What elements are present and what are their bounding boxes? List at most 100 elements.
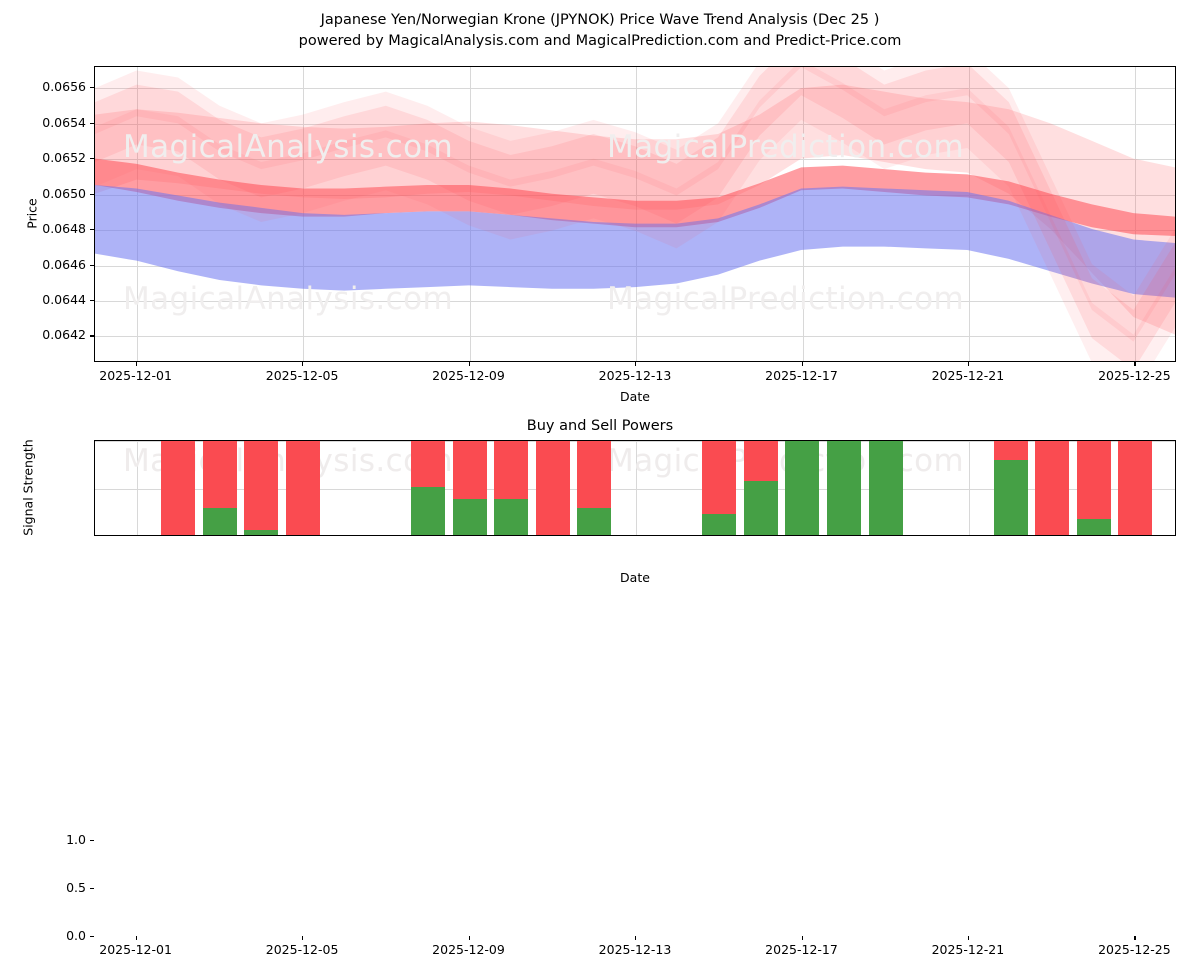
signal-bar[interactable] (827, 441, 862, 535)
sell-segment (1035, 441, 1070, 535)
signal-bar[interactable] (535, 441, 570, 535)
price-ytick-label: 0.0646 (42, 256, 86, 272)
gridline-h-5 (95, 159, 1175, 161)
price-ytick-label: 0.0644 (42, 292, 86, 307)
signal-bar[interactable] (1118, 441, 1153, 535)
signal-xtick-label: 2025-12-17 (765, 942, 838, 957)
buy-sell-plot-area: MagicalAnalysis.com MagicalPrediction.co… (94, 440, 1176, 536)
signal-bar[interactable] (494, 441, 529, 535)
buy-segment (868, 441, 903, 535)
signal-xtick-mark (302, 936, 304, 940)
signal-xtick-label: 2025-12-13 (598, 942, 672, 957)
bs-gridline-h-2 (95, 441, 1175, 442)
sell-segment (494, 441, 529, 499)
signal-bar[interactable] (1076, 441, 1111, 535)
sell-segment (1118, 441, 1153, 535)
signal-xtick-label: 2025-12-25 (1098, 942, 1171, 957)
sell-segment (702, 441, 737, 514)
price-wave-xlabel: Date (620, 389, 650, 404)
signal-ytick-mark (90, 888, 94, 890)
buy-segment (827, 441, 862, 535)
bs-gridline-v-5 (968, 441, 970, 535)
signal-bar[interactable] (410, 441, 445, 535)
price-xtick-mark (801, 362, 803, 366)
price-ytick-mark (90, 335, 94, 337)
signal-bar[interactable] (993, 441, 1028, 535)
price-xtick-mark (468, 362, 470, 366)
sell-segment (244, 441, 279, 531)
signal-ytick-mark (90, 936, 94, 938)
signal-xtick-label: 2025-12-09 (432, 942, 505, 957)
title-line-2: powered by MagicalAnalysis.com and Magic… (298, 33, 902, 49)
signal-bar[interactable] (452, 441, 487, 535)
signal-xtick-mark (967, 936, 970, 940)
buy-sell-powers-panel: Buy and Sell Powers MagicalAnalysis.com … (0, 400, 1200, 957)
price-ytick-label: 0.0642 (42, 327, 86, 343)
price-ytick-mark (90, 158, 94, 160)
price-xtick-label: 2025-12-21 (931, 368, 1005, 383)
price-ytick-mark (90, 193, 94, 195)
wave-overlay-0 (95, 67, 1175, 361)
price-xtick-mark (635, 362, 637, 366)
buy-sell-panel-title: Buy and Sell Powers (526, 418, 674, 434)
buy-segment (743, 481, 778, 535)
sell-segment (743, 441, 778, 482)
gridline-h-1 (95, 301, 1175, 302)
buy-segment (577, 508, 612, 535)
price-ytick-label: 0.0650 (42, 185, 86, 201)
price-xtick-mark (967, 362, 970, 366)
sell-segment (452, 441, 487, 499)
buy-segment (494, 498, 529, 535)
price-xtick-label: 2025-12-09 (432, 368, 505, 383)
signal-xtick-mark (135, 936, 137, 940)
price-ytick-label: 0.0648 (42, 221, 86, 237)
buy-sell-bars (95, 441, 1175, 535)
signal-bar[interactable] (202, 441, 237, 535)
signal-xtick-mark (801, 936, 803, 940)
sell-segment (1076, 441, 1111, 519)
price-ytick-label: 0.0654 (42, 114, 86, 130)
signal-bar[interactable] (702, 441, 737, 535)
buy-sell-ylabel: Signal Strength (20, 439, 36, 536)
price-xtick-label: 2025-12-01 (99, 368, 172, 383)
signal-xtick-label: 2025-12-21 (931, 942, 1005, 957)
buy-segment (244, 530, 279, 535)
signal-bar[interactable] (868, 441, 903, 535)
price-ytick-mark (90, 87, 94, 89)
signal-bar[interactable] (1035, 441, 1070, 535)
price-wave-ylabel: Price (24, 198, 40, 229)
price-xtick-label: 2025-12-05 (265, 368, 339, 383)
title-line-1: Japanese Yen/Norwegian Krone (JPYNOK) Pr… (320, 12, 880, 28)
price-xtick-label: 2025-12-25 (1098, 368, 1171, 383)
signal-ytick-label: 0.0 (66, 928, 86, 943)
sell-segment (577, 441, 612, 509)
price-ytick-label: 0.0652 (42, 150, 86, 166)
gridline-h-7 (95, 88, 1175, 90)
signal-bar[interactable] (244, 441, 279, 535)
sell-segment (410, 441, 445, 487)
price-ytick-mark (90, 229, 94, 231)
price-ytick-mark (90, 264, 94, 266)
buy-sell-xlabel: Date (620, 570, 650, 585)
gridline-h-6 (95, 123, 1175, 125)
sell-segment (286, 441, 321, 535)
price-xtick-mark (302, 362, 304, 366)
signal-bar[interactable] (286, 441, 321, 535)
gridline-h-4 (95, 194, 1175, 196)
signal-bar[interactable] (161, 441, 196, 535)
price-ytick-label: 0.0656 (42, 79, 86, 95)
buy-segment (410, 487, 445, 535)
signal-xtick-label: 2025-12-01 (99, 942, 172, 957)
price-wave-plot-area: MagicalAnalysis.com MagicalPrediction.co… (94, 66, 1176, 362)
buy-segment (1076, 518, 1111, 535)
signal-bar[interactable] (785, 441, 820, 535)
signal-bar[interactable] (577, 441, 612, 535)
price-xtick-label: 2025-12-13 (598, 368, 672, 383)
buy-segment (993, 460, 1028, 535)
signal-bar[interactable] (743, 441, 778, 535)
gridline-h-0 (95, 336, 1175, 338)
sell-segment (161, 441, 196, 535)
price-ytick-mark (90, 300, 94, 302)
price-wave-panel: MagicalAnalysis.com MagicalPrediction.co… (0, 0, 1200, 404)
